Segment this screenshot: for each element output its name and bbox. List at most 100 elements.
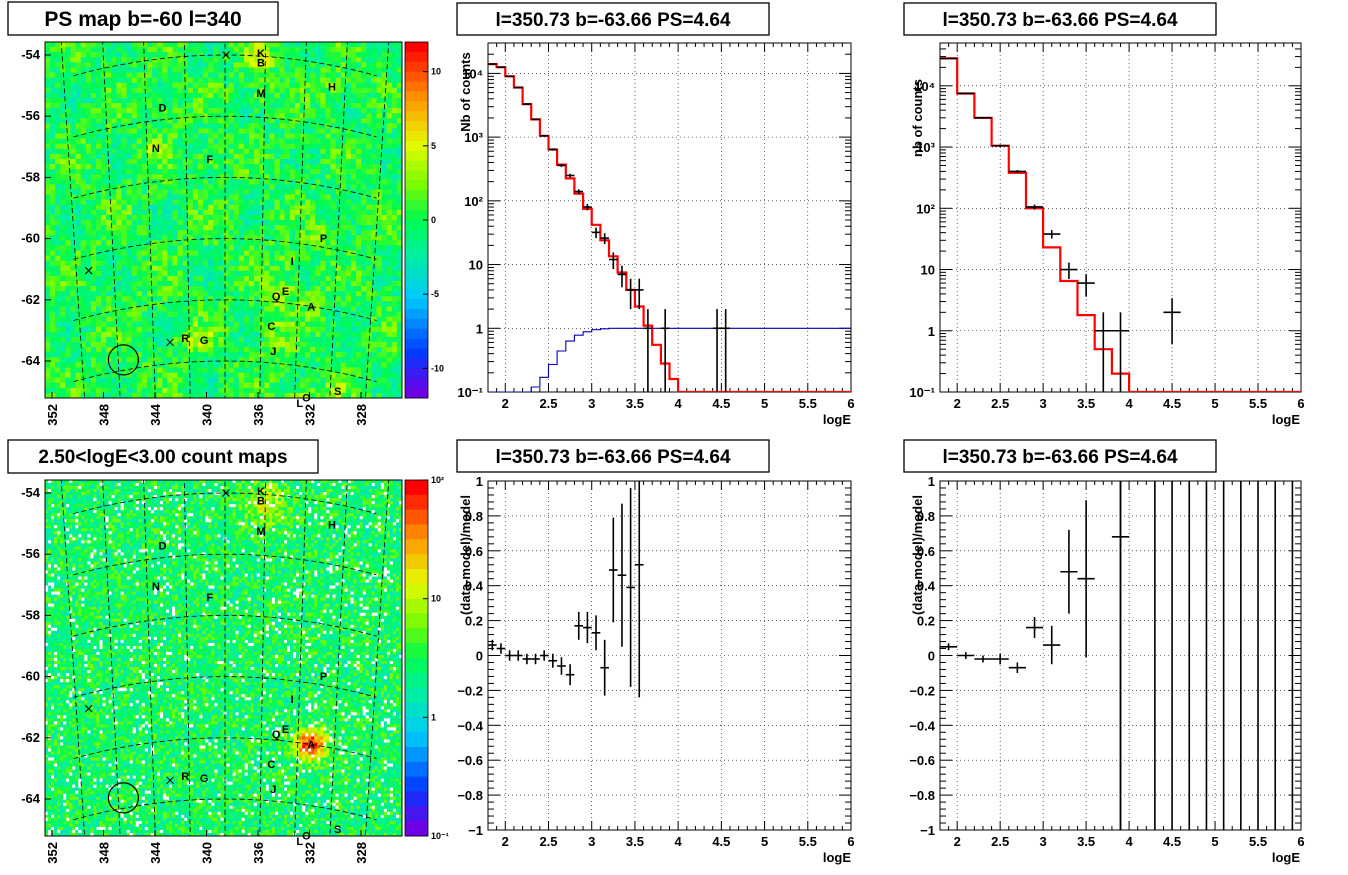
map-cell (228, 265, 234, 272)
map-cell (279, 47, 285, 53)
map-cell (187, 326, 194, 333)
map-cell (371, 158, 377, 165)
map-cell (345, 143, 352, 150)
map-cell (85, 209, 92, 216)
map-cell (96, 362, 102, 368)
map-cell (208, 265, 214, 272)
map-cell (90, 133, 97, 139)
map-cell (85, 42, 92, 48)
map-cell (45, 199, 51, 206)
map-cell (320, 367, 326, 373)
map-cell (325, 179, 331, 185)
map-cell (192, 158, 199, 165)
map-cell (96, 275, 102, 282)
map-cell (274, 281, 280, 287)
map-cell (90, 255, 97, 261)
map-cell (198, 184, 204, 190)
map-cell (284, 164, 291, 170)
map-cell (351, 204, 357, 211)
map-cell (65, 230, 71, 236)
map-cell (147, 255, 153, 261)
map-cell (351, 342, 357, 348)
map-cell (386, 352, 393, 358)
map-cell (116, 275, 122, 282)
map-cell (376, 62, 382, 68)
map-cell (85, 321, 92, 328)
map-cell (55, 352, 61, 358)
map-cell (136, 286, 143, 292)
map-cell (141, 286, 148, 292)
map-cell (50, 306, 56, 312)
map-cell (284, 377, 291, 384)
map-cell (55, 87, 61, 94)
map-cell (45, 184, 51, 190)
map-cell (126, 281, 132, 287)
map-cell (218, 392, 224, 399)
map-cell (131, 235, 138, 241)
map-cell (198, 118, 204, 124)
map-cell (90, 158, 97, 165)
map-cell (320, 362, 326, 368)
map-cell (381, 169, 387, 175)
colorbar-step (405, 42, 428, 53)
map-cell (238, 143, 245, 150)
map-cell (274, 108, 280, 114)
map-cell (356, 57, 362, 63)
map-cell (50, 331, 56, 338)
map-cell (396, 118, 403, 124)
map-cell (192, 230, 199, 236)
map-cell (131, 62, 138, 68)
map-cell (335, 296, 342, 302)
map-cell (90, 42, 97, 48)
map-cell (106, 281, 112, 287)
map-cell (45, 281, 51, 287)
map-cell (289, 311, 296, 317)
map-cell (116, 347, 122, 353)
map-cell (218, 158, 224, 165)
map-cell (371, 316, 377, 323)
map-cell (136, 169, 143, 175)
map-cell (269, 87, 275, 94)
map-cell (279, 301, 285, 307)
map-cell (126, 245, 132, 251)
map-cell (147, 245, 153, 251)
map-cell (172, 240, 178, 246)
map-cell (187, 286, 194, 292)
map-cell (269, 138, 275, 145)
map-cell (249, 82, 255, 89)
map-cell (238, 184, 245, 190)
map-cell (254, 286, 260, 292)
map-cell (116, 387, 122, 394)
map-cell (101, 214, 107, 221)
map-cell (136, 275, 143, 282)
map-cell (300, 118, 306, 124)
map-cell (396, 372, 403, 378)
map-cell (70, 230, 76, 236)
map-cell (264, 128, 270, 134)
map-cell (121, 169, 127, 175)
map-cell (80, 225, 87, 231)
map-cell (126, 377, 132, 384)
map-cell (243, 199, 250, 206)
map-cell (136, 311, 143, 317)
map-cell (300, 179, 306, 185)
map-cell (386, 336, 393, 343)
map-cell (111, 199, 117, 206)
map-cell (279, 235, 285, 241)
map-cell (75, 306, 81, 312)
map-cell (208, 311, 214, 317)
map-cell (320, 326, 326, 333)
map-cell (50, 169, 56, 175)
map-cell (223, 326, 229, 333)
map-cell (65, 220, 71, 226)
map-cell (274, 209, 280, 216)
map-cell (182, 164, 189, 170)
map-cell (182, 169, 189, 175)
map-cell (391, 138, 398, 145)
map-cell (233, 382, 240, 389)
map-cell (294, 352, 301, 358)
map-cell (157, 342, 163, 348)
map-cell (147, 352, 153, 358)
map-cell (167, 326, 173, 333)
map-cell (345, 153, 352, 160)
